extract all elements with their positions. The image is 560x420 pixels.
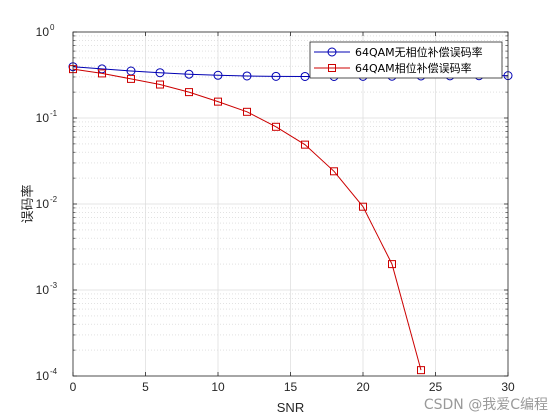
x-tick-label: 30	[501, 380, 515, 394]
legend-label-1: 64QAM无相位补偿误码率	[355, 45, 483, 59]
x-tick-label: 0	[70, 380, 77, 394]
data-point-square	[156, 80, 164, 89]
data-point-square	[330, 167, 338, 176]
y-tick-base: 10	[36, 197, 50, 211]
data-point-square	[359, 202, 367, 211]
legend: 64QAM无相位补偿误码率 64QAM相位补偿误码率	[309, 41, 503, 79]
x-tick-label: 20	[356, 380, 370, 394]
legend-marker-2	[328, 64, 336, 72]
y-tick-exponent: -4	[50, 367, 58, 376]
y-tick-label: 10	[36, 369, 50, 383]
x-tick-label: 5	[142, 380, 149, 394]
x-tick-label: 25	[429, 380, 443, 394]
y-tick-base: 10	[36, 369, 50, 383]
data-point-square	[185, 88, 193, 97]
y-tick-base: 10	[36, 283, 50, 297]
data-point-circle	[155, 68, 165, 78]
x-tick-label: 10	[211, 380, 225, 394]
x-axis-title: SNR	[277, 400, 304, 415]
data-point-circle	[300, 71, 310, 81]
y-tick-exponent: -3	[50, 281, 58, 290]
data-point-circle	[242, 71, 252, 81]
data-point-square	[127, 74, 135, 83]
y-tick-label: 10	[36, 25, 50, 39]
watermark: CSDN @我爱C编程	[423, 397, 548, 413]
y-tick-base: 10	[36, 25, 50, 39]
legend-label-2: 64QAM相位补偿误码率	[355, 61, 472, 75]
data-point-circle	[184, 69, 194, 79]
data-point-square	[98, 69, 106, 78]
data-point-square	[214, 97, 222, 106]
y-tick-label: 10	[36, 197, 50, 211]
data-point-square	[272, 122, 280, 131]
x-tick-labels: 0 5 10 15 20 25 30	[70, 380, 515, 394]
legend-marker-1	[327, 47, 337, 57]
y-tick-label: 10	[36, 283, 50, 297]
data-point-square	[388, 260, 396, 269]
y-tick-exponent: -1	[50, 109, 58, 118]
x-tick-label: 15	[284, 380, 298, 394]
data-point-circle	[213, 70, 223, 80]
data-point-circle	[271, 71, 281, 81]
series-line-2	[72, 68, 422, 371]
ticks	[72, 31, 509, 377]
data-point-square	[417, 366, 425, 375]
y-axis-title: 误码率	[20, 184, 36, 223]
y-tick-exponent: 0	[50, 23, 55, 32]
y-tick-exponent: -2	[50, 195, 58, 204]
y-tick-label: 10	[36, 111, 50, 125]
data-point-square	[301, 140, 309, 149]
legend-box	[309, 41, 503, 79]
y-tick-base: 10	[36, 111, 50, 125]
data-point-square	[243, 107, 251, 116]
